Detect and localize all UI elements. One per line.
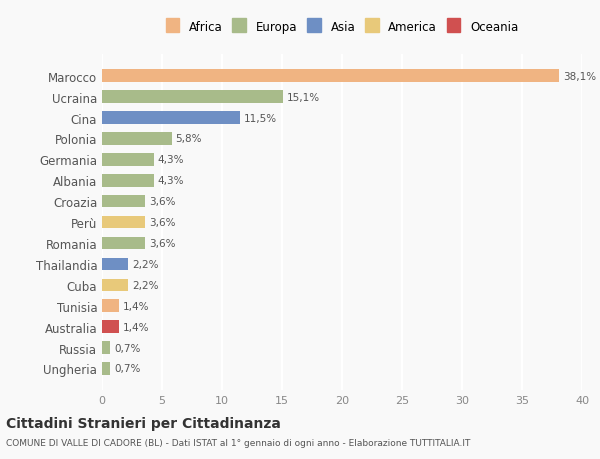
Bar	[102, 174, 154, 187]
Text: 3,6%: 3,6%	[149, 218, 175, 228]
Text: 2,2%: 2,2%	[132, 280, 158, 290]
Text: 5,8%: 5,8%	[175, 134, 202, 144]
Legend: Africa, Europa, Asia, America, Oceania: Africa, Europa, Asia, America, Oceania	[162, 17, 522, 38]
Text: Cittadini Stranieri per Cittadinanza: Cittadini Stranieri per Cittadinanza	[6, 416, 281, 430]
Text: 1,4%: 1,4%	[122, 301, 149, 311]
Bar	[102, 216, 145, 229]
Bar	[102, 363, 110, 375]
Bar	[102, 91, 283, 104]
Text: 1,4%: 1,4%	[122, 322, 149, 332]
Bar	[102, 154, 154, 166]
Text: 4,3%: 4,3%	[157, 176, 184, 186]
Text: 2,2%: 2,2%	[132, 259, 158, 269]
Bar	[102, 341, 110, 354]
Bar	[102, 112, 240, 124]
Text: 3,6%: 3,6%	[149, 239, 175, 248]
Text: 15,1%: 15,1%	[287, 92, 320, 102]
Text: 0,7%: 0,7%	[114, 364, 140, 374]
Bar	[102, 321, 119, 333]
Bar	[102, 258, 128, 271]
Text: 3,6%: 3,6%	[149, 197, 175, 207]
Text: 4,3%: 4,3%	[157, 155, 184, 165]
Text: 0,7%: 0,7%	[114, 343, 140, 353]
Bar	[102, 133, 172, 146]
Bar	[102, 300, 119, 312]
Text: 38,1%: 38,1%	[563, 72, 596, 82]
Bar	[102, 196, 145, 208]
Bar	[102, 237, 145, 250]
Text: 11,5%: 11,5%	[244, 113, 277, 123]
Bar	[102, 279, 128, 291]
Bar	[102, 70, 559, 83]
Text: COMUNE DI VALLE DI CADORE (BL) - Dati ISTAT al 1° gennaio di ogni anno - Elabora: COMUNE DI VALLE DI CADORE (BL) - Dati IS…	[6, 438, 470, 447]
